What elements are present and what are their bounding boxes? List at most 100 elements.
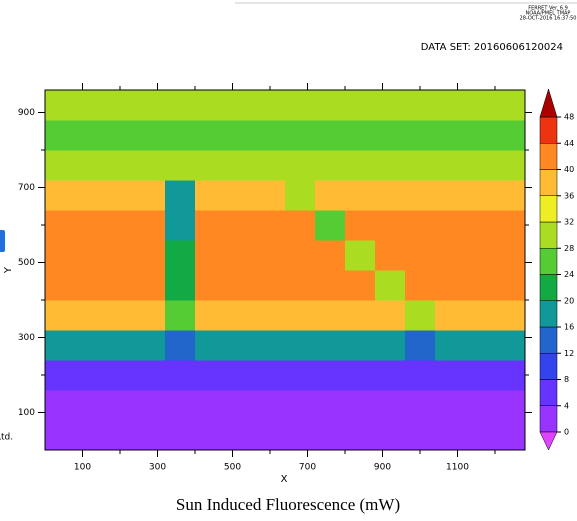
heatmap-cell — [435, 420, 466, 451]
heatmap-cell — [315, 240, 346, 271]
heatmap-cell — [45, 270, 76, 301]
heatmap-cell — [375, 90, 406, 121]
heatmap-cell — [45, 90, 76, 121]
heatmap-cell — [345, 150, 376, 181]
heatmap-cell — [345, 330, 376, 361]
colorbar-label: 32 — [564, 218, 574, 227]
heatmap-cell — [105, 420, 136, 451]
heatmap-cell — [405, 90, 436, 121]
heatmap-cell — [75, 210, 106, 241]
heatmap-cell — [255, 90, 286, 121]
heatmap-cell — [45, 180, 76, 211]
heatmap-cell — [75, 420, 106, 451]
heatmap-cell — [405, 120, 436, 151]
heatmap-cell — [315, 210, 346, 241]
heatmap-cell — [135, 360, 166, 391]
heatmap-cell — [375, 240, 406, 271]
heatmap-cell — [375, 390, 406, 421]
colorbar-label: 8 — [564, 375, 569, 384]
heatmap-cell — [255, 420, 286, 451]
heatmap-cell — [375, 360, 406, 391]
heatmap-cell — [135, 210, 166, 241]
heatmap-cell — [165, 300, 196, 331]
heatmap-cell — [315, 180, 346, 211]
heatmap-cell — [315, 120, 346, 151]
heatmap-cell — [135, 330, 166, 361]
colorbar-band — [540, 380, 557, 406]
heatmap-cell — [465, 90, 496, 121]
heatmap-cell — [285, 240, 316, 271]
heatmap-cell — [225, 330, 256, 361]
heatmap-cell — [225, 90, 256, 121]
heatmap-cell — [165, 180, 196, 211]
heatmap-cell — [375, 420, 406, 451]
heatmap-cell — [435, 150, 466, 181]
colorbar-band — [540, 406, 557, 432]
heatmap-cell — [405, 180, 436, 211]
heatmap-cell — [405, 270, 436, 301]
heatmap-cell — [465, 330, 496, 361]
heatmap-cell — [285, 150, 316, 181]
heatmap-cell — [345, 240, 376, 271]
heatmap-cell — [345, 120, 376, 151]
heatmap-cell — [345, 360, 376, 391]
heatmap-cell — [465, 240, 496, 271]
heatmap-cell — [285, 270, 316, 301]
heatmap-cell — [195, 360, 226, 391]
heatmap-cell — [165, 360, 196, 391]
heatmap-cell — [345, 300, 376, 331]
y-tick-label: 300 — [18, 333, 35, 343]
colorbar-label: 4 — [564, 401, 569, 410]
heatmap-cell — [285, 360, 316, 391]
heatmap-cell — [285, 180, 316, 211]
colorbar-band — [540, 117, 557, 143]
heatmap-cell — [345, 270, 376, 301]
y-tick-label: 900 — [18, 108, 35, 118]
heatmap-cell — [105, 90, 136, 121]
x-tick-label: 100 — [74, 463, 91, 473]
heatmap-cell — [315, 390, 346, 421]
heatmap-cell — [75, 120, 106, 151]
colorbar-band — [540, 222, 557, 248]
colorbar-band — [540, 170, 557, 196]
heatmap-cell — [465, 180, 496, 211]
heatmap-cell — [435, 360, 466, 391]
heatmap-cell — [315, 300, 346, 331]
heatmap-cell — [195, 210, 226, 241]
heatmap-cell — [285, 210, 316, 241]
heatmap-cell — [225, 120, 256, 151]
heatmap-cell — [135, 420, 166, 451]
heatmap-cell — [495, 420, 526, 451]
colorbar-over — [540, 89, 557, 117]
colorbar-label: 16 — [564, 323, 574, 332]
heatmap-cell — [105, 390, 136, 421]
x-tick-label: 900 — [374, 463, 391, 473]
heatmap-cell — [45, 330, 76, 361]
heatmap-cell — [195, 390, 226, 421]
heatmap-cell — [45, 120, 76, 151]
dataset-label: DATA SET: 20160606120024 — [421, 42, 563, 53]
heatmap-cell — [45, 300, 76, 331]
heatmap-cell — [195, 240, 226, 271]
heatmap-cell — [135, 240, 166, 271]
heatmap-cell — [465, 390, 496, 421]
colorbar-label: 12 — [564, 349, 574, 358]
x-tick-label: 300 — [149, 463, 166, 473]
heatmap-cell — [45, 240, 76, 271]
heatmap-cell — [45, 360, 76, 391]
heatmap-cell — [375, 270, 406, 301]
heatmap-cell — [375, 300, 406, 331]
y-tick-label: 700 — [18, 183, 35, 193]
heatmap-cell — [495, 270, 526, 301]
heatmap-cell — [435, 390, 466, 421]
heatmap-cell — [225, 390, 256, 421]
heatmap-cell — [105, 240, 136, 271]
heatmap-cell — [105, 180, 136, 211]
heatmap-cell — [495, 390, 526, 421]
heatmap-cell — [285, 390, 316, 421]
heatmap-cell — [75, 300, 106, 331]
x-tick-label: 700 — [299, 463, 316, 473]
heatmap-cell — [255, 150, 286, 181]
heatmap-cell — [255, 120, 286, 151]
heatmap-cell — [165, 210, 196, 241]
